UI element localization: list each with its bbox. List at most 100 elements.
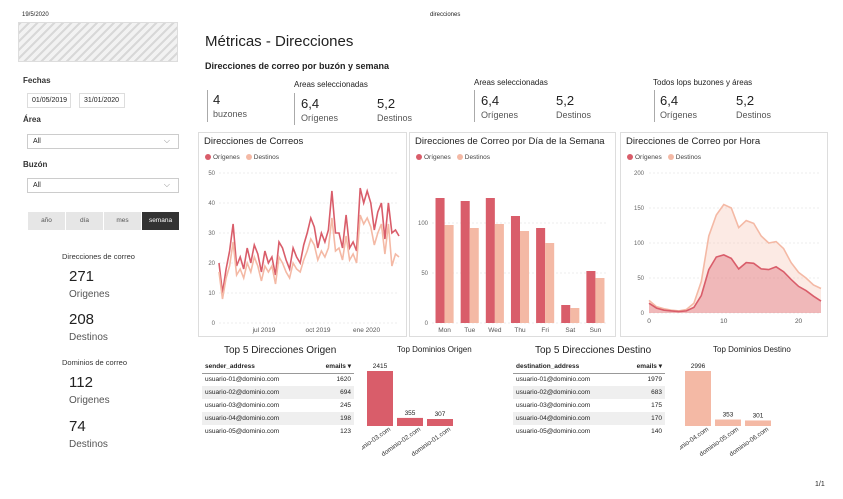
g3-origenes-label: Orígenes	[660, 110, 698, 120]
x-tick-label: 20	[795, 318, 803, 325]
g1-origenes-value: 6,4	[301, 96, 320, 111]
kpi-group1-title: Areas seleccionadas	[294, 80, 368, 89]
area-orígenes	[649, 254, 821, 313]
table-row[interactable]: usuario-05@dominio.com 140	[516, 428, 662, 435]
y-tick-label: 50	[208, 171, 215, 177]
legend-origenes: Orígenes	[205, 154, 240, 161]
kpi-divider	[654, 90, 655, 122]
area-value: All	[33, 138, 41, 145]
report-title: direcciones	[430, 12, 461, 18]
dominios-destinos-value: 74	[69, 418, 86, 435]
x-tick-label: oct 2019	[306, 327, 331, 334]
y-tick-label: 0	[425, 321, 429, 327]
data-label: 301	[753, 412, 764, 419]
top-dominios-destino-chart: 2996dominio-04.com353dominio-05.com301do…	[680, 363, 771, 458]
legend-destinos: Destinos	[667, 154, 701, 161]
y-tick-label: 0	[641, 311, 645, 317]
top-origen-table: sender_address emails ▾ usuario-01@domin…	[202, 360, 354, 438]
y-tick-label: 50	[421, 271, 428, 277]
buzon-value: All	[33, 182, 41, 189]
dominios-origenes-label: Origenes	[69, 395, 110, 406]
top-destino-title: Top 5 Direcciones Destino	[535, 345, 652, 356]
bar-destinos	[444, 225, 454, 323]
dominios-destinos-label: Destinos	[69, 439, 108, 450]
col-emails[interactable]: emails ▾	[325, 363, 351, 371]
bar-orígenes	[586, 271, 596, 323]
page-number: 1/1	[815, 481, 825, 488]
date-to-input[interactable]: 31/01/2020	[79, 93, 125, 108]
table-row[interactable]: usuario-05@dominio.com 123	[205, 428, 351, 435]
col-sender-address[interactable]: sender_address	[205, 362, 255, 370]
x-tick-label: Fri	[541, 327, 549, 334]
table-row[interactable]: usuario-03@dominio.com 245	[205, 402, 351, 409]
correo-destinos-value: 208	[69, 311, 95, 328]
chart-dia-semana: Direcciones de Correo por Día de la Sema…	[409, 132, 616, 337]
bar-destinos	[520, 231, 530, 323]
data-label: 2415	[373, 363, 388, 370]
g1-destinos-label: Destinos	[377, 113, 413, 123]
kpi-divider	[474, 90, 475, 122]
period-tabs: año día mes semana	[28, 212, 180, 230]
legend-destinos: Destinos	[245, 154, 279, 161]
line-chart-svg: 0 10 20 30 40 50 jul 2019 oct 2019 ene 2020	[208, 171, 400, 334]
g2-destinos-label: Destinos	[556, 110, 592, 120]
series-line-orígenes	[218, 187, 400, 294]
x-tick-label: jul 2019	[252, 327, 276, 334]
section-title: Direcciones de correo por buzón y semana	[205, 61, 390, 71]
direcciones-correo-title: Direcciones de correo	[62, 252, 135, 261]
x-tick-label: 10	[720, 318, 728, 325]
correo-origenes-label: Origenes	[69, 289, 110, 300]
table-row[interactable]: usuario-02@dominio.com 694	[202, 386, 354, 399]
sort-desc-icon: ▾	[658, 363, 662, 371]
col-emails[interactable]: emails ▾	[636, 363, 662, 371]
x-tick-label: 0	[647, 318, 651, 325]
date-from-input[interactable]: 01/05/2019	[27, 93, 71, 108]
bar-orígenes	[485, 198, 495, 323]
domain-bar	[745, 420, 771, 426]
table-row[interactable]: usuario-01@dominio.com 1979	[516, 376, 662, 384]
bar-destinos	[545, 243, 555, 323]
y-tick-label: 30	[208, 231, 215, 237]
domain-bar	[715, 419, 741, 426]
x-tick-label: Thu	[514, 327, 526, 334]
fechas-label: Fechas	[23, 76, 51, 85]
bar-destinos	[595, 278, 605, 323]
buzon-select[interactable]: All ⌵	[27, 178, 179, 193]
g3-destinos-label: Destinos	[736, 110, 772, 120]
bar-orígenes	[536, 228, 546, 323]
bar-orígenes	[561, 305, 571, 323]
chevron-down-icon: ⌵	[163, 180, 170, 189]
dominios-origenes-value: 112	[69, 374, 93, 391]
area-label: Área	[23, 115, 41, 124]
data-label: 2996	[691, 363, 706, 370]
table-row[interactable]: usuario-04@dominio.com 198	[202, 412, 354, 425]
x-tick-label: Tue	[464, 327, 475, 334]
table-row[interactable]: usuario-04@dominio.com 170	[513, 412, 665, 425]
y-tick-label: 200	[634, 171, 645, 177]
y-tick-label: 100	[634, 241, 645, 247]
logo-placeholder	[18, 22, 178, 62]
y-tick-label: 50	[637, 276, 644, 282]
tab-mes[interactable]: mes	[104, 212, 142, 230]
top-dominios-destino-title: Top Dominios Destino	[713, 345, 791, 354]
table-row[interactable]: usuario-03@dominio.com 175	[516, 402, 662, 409]
tab-dia[interactable]: día	[66, 212, 104, 230]
y-tick-label: 10	[208, 291, 215, 297]
tab-ano[interactable]: año	[28, 212, 66, 230]
chart-por-hora: Direcciones de Correo por Hora Orígenes …	[620, 132, 828, 337]
correo-destinos-label: Destinos	[69, 332, 108, 343]
bar-destinos	[570, 308, 580, 323]
kpi-group2-title: Areas seleccionadas	[474, 78, 548, 87]
chart-title: Direcciones de Correo por Día de la Sema…	[415, 136, 605, 147]
chart-title: Direcciones de Correos	[204, 136, 304, 147]
table-row[interactable]: usuario-02@dominio.com 683	[513, 386, 665, 399]
col-destination-address[interactable]: destination_address	[516, 362, 580, 370]
buzones-label: buzones	[213, 109, 248, 119]
bar-orígenes	[460, 201, 470, 323]
y-tick-label: 40	[208, 201, 215, 207]
tab-semana[interactable]: semana	[142, 212, 180, 230]
area-select[interactable]: All ⌵	[27, 134, 179, 149]
table-row[interactable]: usuario-01@dominio.com 1620	[205, 376, 351, 384]
chart-title: Direcciones de Correo por Hora	[626, 136, 761, 147]
chevron-down-icon: ⌵	[163, 136, 170, 145]
